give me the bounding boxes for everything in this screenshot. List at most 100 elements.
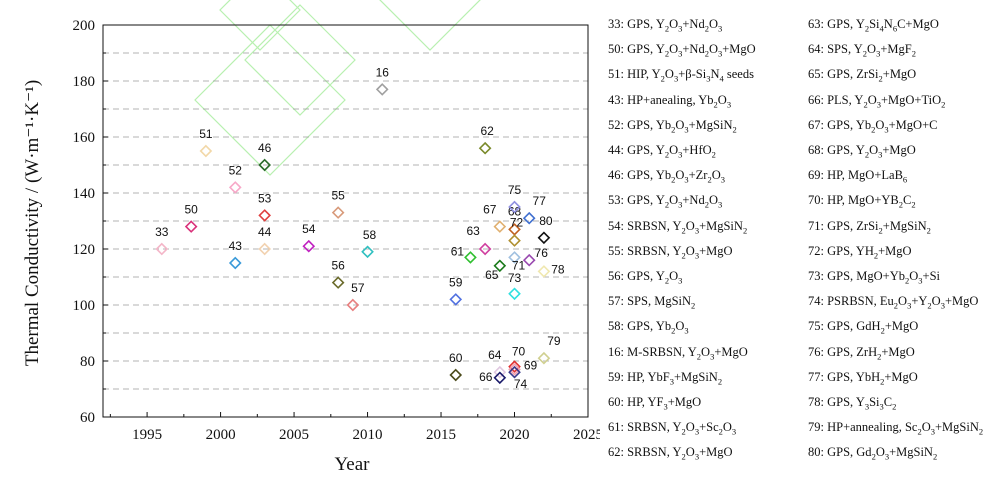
data-point-33: 33 xyxy=(155,225,169,256)
legend-entry-63: 63: GPS, Y2Si4N6C+MgO xyxy=(808,17,939,34)
point-marker-52 xyxy=(228,181,242,194)
point-label-51: 51 xyxy=(199,127,213,141)
point-label-76: 76 xyxy=(535,246,549,260)
point-label-53: 53 xyxy=(258,191,272,205)
legend-entry-56: 56: GPS, Y2O3 xyxy=(608,269,683,286)
point-marker-66 xyxy=(493,371,507,385)
data-point-57: 57 xyxy=(346,281,365,312)
point-label-80: 80 xyxy=(539,214,553,228)
point-marker-80 xyxy=(537,231,551,245)
point-marker-79 xyxy=(537,351,551,365)
legend-entry-77: 77: GPS, YbH2+MgO xyxy=(808,369,918,387)
point-label-58: 58 xyxy=(363,228,377,242)
data-point-56: 56 xyxy=(331,259,345,289)
x-tick-label: 2010 xyxy=(353,427,383,443)
point-label-69: 69 xyxy=(524,359,538,373)
x-tick-label: 2005 xyxy=(279,427,309,443)
legend-entry-69: 69: HP, MgO+LaB6 xyxy=(808,168,908,185)
point-label-72: 72 xyxy=(510,216,524,230)
point-label-71: 71 xyxy=(512,258,526,272)
data-point-69: 69 xyxy=(508,359,538,373)
legend-entry-51: 51: HIP, Y2O3+β-Si3N4 seeds xyxy=(608,67,754,84)
point-marker-46 xyxy=(258,158,271,172)
legend-entry-33: 33: GPS, Y2O3+Nd2O3 xyxy=(608,17,723,34)
point-marker-50 xyxy=(184,220,198,233)
point-label-52: 52 xyxy=(229,163,243,177)
y-tick-label: 200 xyxy=(73,18,96,34)
data-point-64: 64 xyxy=(488,348,507,379)
point-label-78: 78 xyxy=(551,262,565,276)
point-marker-59 xyxy=(449,293,463,306)
data-point-51: 51 xyxy=(199,127,213,158)
legend-entry-61: 61: SRBSN, Y2O3+Sc2O3 xyxy=(608,420,737,437)
data-point-72: 72 xyxy=(508,216,524,247)
data-points: 33 50 51 43 52 44 46 53 54 55 56 57 58 16 59 60 61 62 63 64… xyxy=(155,65,565,391)
point-marker-60 xyxy=(449,368,463,382)
point-marker-58 xyxy=(361,245,374,259)
data-point-78: 78 xyxy=(537,262,565,278)
point-marker-33 xyxy=(155,242,169,256)
point-label-55: 55 xyxy=(331,189,345,203)
point-label-59: 59 xyxy=(449,275,463,289)
legend-entry-68: 68: GPS, Y2O3+MgO xyxy=(808,143,916,160)
legend-entry-50: 50: GPS, Y2O3+Nd2O3+MgO xyxy=(608,42,756,59)
point-label-50: 50 xyxy=(185,203,199,217)
point-label-79: 79 xyxy=(547,334,561,348)
point-marker-75 xyxy=(508,200,521,214)
point-marker-56 xyxy=(331,276,345,289)
x-tick-label: 2025 xyxy=(573,427,600,443)
point-label-43: 43 xyxy=(229,239,243,253)
point-label-54: 54 xyxy=(302,222,316,236)
y-axis-ticks: 60 80 100 120 140 160 180 200 xyxy=(73,18,108,426)
x-tick-label: 2015 xyxy=(426,427,456,443)
point-marker-76 xyxy=(522,253,536,267)
point-label-70: 70 xyxy=(512,344,526,358)
watermark-diamond-1 xyxy=(244,4,356,116)
data-point-58: 58 xyxy=(361,228,377,259)
legend-entry-80: 80: GPS, Gd2O3+MgSiN2 xyxy=(808,445,938,462)
point-marker-44 xyxy=(258,242,271,256)
data-point-74: 74 xyxy=(508,365,528,391)
x-tick-label: 2000 xyxy=(206,427,236,443)
legend-entry-64: 64: SPS, Y2O3+MgF2 xyxy=(808,42,916,59)
point-label-60: 60 xyxy=(449,351,463,365)
data-point-75: 75 xyxy=(508,183,522,214)
y-tick-label: 60 xyxy=(80,410,95,426)
point-marker-74 xyxy=(508,365,521,379)
legend-entry-59: 59: HP, YbF3+MgSiN2 xyxy=(608,369,723,387)
legend-entry-52: 52: GPS, Yb2O3+MgSiN2 xyxy=(608,117,737,135)
data-point-54: 54 xyxy=(302,222,316,253)
legend-entry-75: 75: GPS, GdH2+MgO xyxy=(808,319,919,336)
legend-entry-43: 43: HP+anealing, Yb2O3 xyxy=(608,92,732,110)
y-tick-label: 160 xyxy=(73,130,96,146)
legend-entry-44: 44: GPS, Y2O3+HfO2 xyxy=(608,143,716,160)
point-marker-71 xyxy=(508,251,521,264)
watermark-diamond-3 xyxy=(219,0,301,51)
data-point-77: 77 xyxy=(522,194,546,225)
grid-lines xyxy=(103,52,588,390)
point-label-33: 33 xyxy=(155,225,169,239)
point-label-44: 44 xyxy=(258,225,272,239)
data-point-73: 73 xyxy=(508,271,522,301)
point-marker-53 xyxy=(258,209,271,222)
point-marker-62 xyxy=(478,141,492,155)
legend-entry-65: 65: GPS, ZrSi2+MgO xyxy=(808,67,917,84)
data-point-55: 55 xyxy=(331,189,345,219)
legend-entry-53: 53: GPS, Y2O3+Nd2O3 xyxy=(608,193,723,210)
point-label-64: 64 xyxy=(488,348,502,362)
point-label-74: 74 xyxy=(514,377,528,391)
point-marker-57 xyxy=(346,298,360,312)
data-point-80: 80 xyxy=(537,214,553,245)
y-tick-label: 100 xyxy=(73,298,96,314)
legend-entry-72: 72: GPS, YH2+MgO xyxy=(808,243,912,261)
data-point-61: 61 xyxy=(451,244,477,264)
legend-entry-71: 71: GPS, ZrSi2+MgSiN2 xyxy=(808,218,931,236)
legend-entry-74: 74: PSRBSN, Eu2O3+Y2O3+MgO xyxy=(808,294,979,311)
x-axis-title: Year xyxy=(334,454,370,475)
legend-entry-55: 55: SRBSN, Y2O3+MgO xyxy=(608,243,733,261)
point-marker-72 xyxy=(508,234,521,247)
legend-entry-60: 60: HP, YF3+MgO xyxy=(608,395,702,412)
legend-entry-78: 78: GPS, Y3Si3C2 xyxy=(808,395,897,412)
thermal-conductivity-chart: 1995 2000 2005 2010 2015 2020 2025 60 80 100 120 1… xyxy=(22,0,600,475)
point-marker-64 xyxy=(493,365,507,379)
